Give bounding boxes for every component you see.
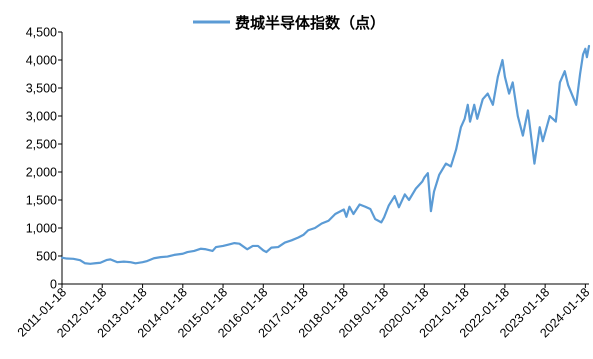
axes xyxy=(61,32,589,285)
y-tick-label: 3,500 xyxy=(26,82,57,96)
y-tick-label: 4,500 xyxy=(26,26,57,40)
y-tick-label: 2,000 xyxy=(26,166,57,180)
y-tick-label: 1,500 xyxy=(26,194,57,208)
y-tick-label: 500 xyxy=(36,250,57,264)
y-tick-label: 3,000 xyxy=(26,110,57,124)
y-axis-ticks xyxy=(58,31,62,285)
legend-label-series: 费城半导体指数（点） xyxy=(235,14,385,32)
plot-area xyxy=(60,44,591,265)
y-tick-label: 1,000 xyxy=(26,222,57,236)
series-line xyxy=(60,44,591,265)
legend: 费城半导体指数（点） xyxy=(193,14,385,32)
x-axis-ticks xyxy=(61,284,586,288)
x-axis-labels: 2011-01-182012-01-182013-01-182014-01-18… xyxy=(15,285,593,340)
y-tick-label: 4,000 xyxy=(26,54,57,68)
y-tick-label: 2,500 xyxy=(26,138,57,152)
y-tick-label: 0 xyxy=(50,278,57,292)
y-axis-labels: 0 500 1,000 1,500 2,000 2,500 3,000 3,500 4,000 4… xyxy=(26,26,57,292)
